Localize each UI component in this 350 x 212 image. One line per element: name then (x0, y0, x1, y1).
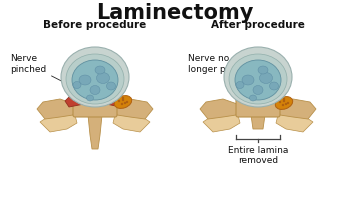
Polygon shape (37, 99, 77, 119)
Text: Laminectomy: Laminectomy (96, 3, 254, 23)
Polygon shape (113, 99, 153, 119)
Ellipse shape (258, 66, 268, 74)
Text: Before procedure: Before procedure (43, 20, 147, 30)
Polygon shape (40, 112, 77, 132)
Ellipse shape (270, 82, 279, 90)
Ellipse shape (61, 47, 129, 107)
Text: Nerve no
longer pinched: Nerve no longer pinched (188, 54, 256, 91)
Ellipse shape (72, 60, 118, 100)
Ellipse shape (275, 97, 293, 109)
Circle shape (287, 102, 289, 104)
Polygon shape (276, 112, 313, 132)
Ellipse shape (242, 75, 254, 85)
Polygon shape (200, 99, 240, 119)
FancyBboxPatch shape (73, 97, 117, 117)
Ellipse shape (79, 75, 91, 85)
Circle shape (121, 103, 123, 105)
Text: Nerve
pinched: Nerve pinched (10, 54, 82, 91)
Circle shape (283, 98, 285, 100)
Ellipse shape (259, 73, 273, 84)
Ellipse shape (90, 85, 100, 95)
Polygon shape (88, 115, 102, 149)
Ellipse shape (236, 81, 244, 88)
Circle shape (126, 101, 128, 103)
Polygon shape (276, 99, 316, 119)
Circle shape (279, 101, 281, 103)
Polygon shape (203, 112, 240, 132)
Polygon shape (251, 115, 265, 129)
Ellipse shape (97, 73, 110, 84)
Circle shape (282, 104, 284, 106)
Circle shape (122, 97, 124, 99)
Ellipse shape (235, 60, 281, 100)
Circle shape (122, 99, 124, 101)
Polygon shape (99, 93, 125, 107)
Ellipse shape (106, 82, 116, 90)
Polygon shape (113, 112, 150, 132)
Ellipse shape (73, 81, 81, 88)
Ellipse shape (114, 96, 132, 108)
Ellipse shape (224, 47, 292, 107)
Circle shape (283, 100, 285, 102)
Ellipse shape (229, 54, 287, 104)
Ellipse shape (250, 95, 257, 101)
Circle shape (124, 102, 126, 104)
Polygon shape (65, 93, 91, 107)
Circle shape (118, 100, 120, 102)
FancyBboxPatch shape (236, 97, 280, 117)
Ellipse shape (86, 95, 93, 101)
Text: Entire lamina
removed: Entire lamina removed (228, 146, 288, 165)
Circle shape (285, 103, 287, 105)
Text: After procedure: After procedure (211, 20, 305, 30)
Ellipse shape (95, 66, 105, 74)
Ellipse shape (66, 54, 124, 104)
Ellipse shape (253, 85, 263, 95)
